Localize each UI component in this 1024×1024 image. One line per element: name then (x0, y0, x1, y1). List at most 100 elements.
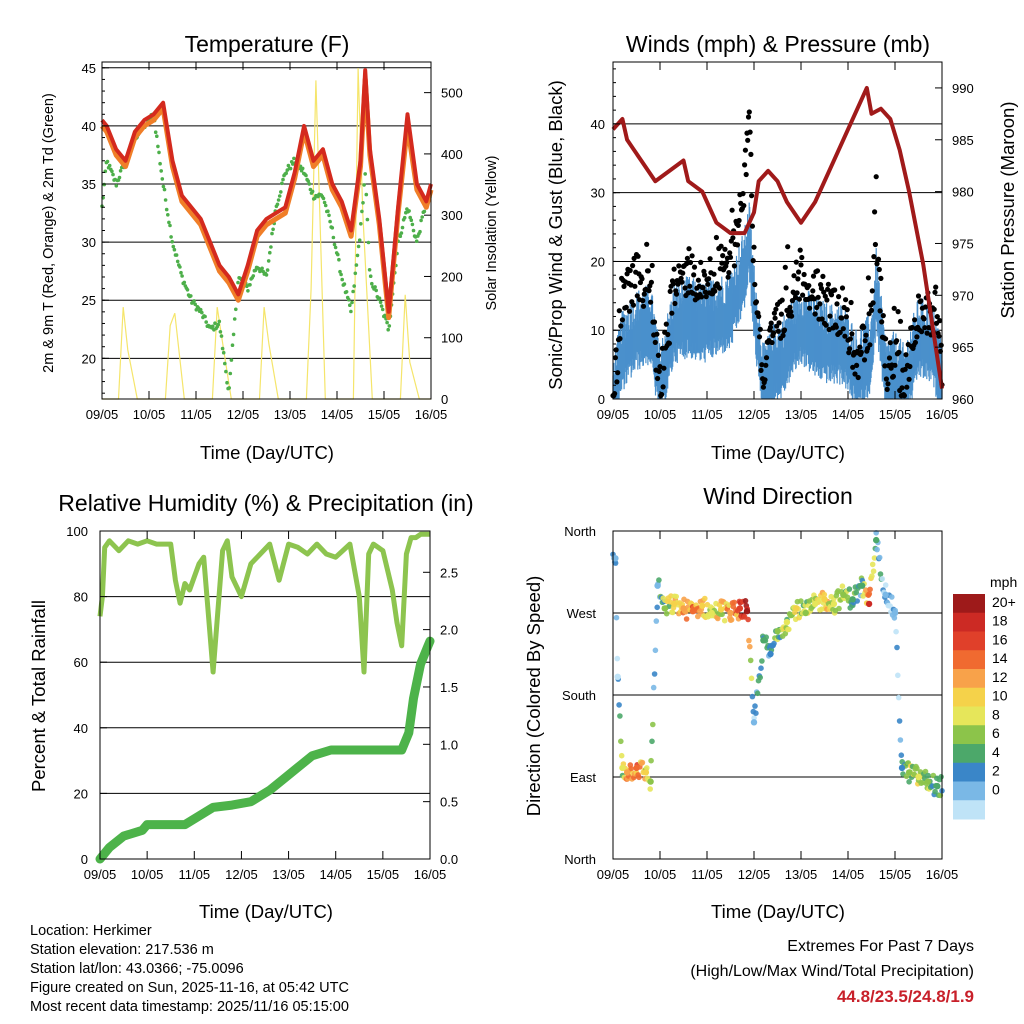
direction-point (647, 786, 653, 792)
dewpoint-point (217, 319, 222, 324)
gust-point (716, 285, 723, 291)
gust-point (815, 294, 821, 300)
gust-point (858, 349, 864, 355)
x-tick-label: 09/05 (597, 867, 630, 882)
dewpoint-point (230, 343, 235, 348)
colorbar-swatch (953, 800, 985, 820)
direction-point (858, 582, 866, 589)
dewpoint-point (355, 253, 360, 258)
dewpoint-point (288, 166, 293, 171)
gust-point (921, 316, 927, 322)
gust-point (626, 308, 633, 314)
gust-point (623, 304, 629, 310)
direction-points (610, 530, 945, 799)
gust-point (665, 331, 671, 338)
gust-point (907, 363, 913, 370)
direction-point (731, 599, 737, 606)
gust-point (915, 293, 922, 299)
gust-point (812, 311, 818, 317)
y2-tick-label: 0 (441, 392, 448, 407)
dewpoint-point (323, 203, 328, 208)
dewpoint-point (219, 334, 224, 338)
dewpoint-point (248, 283, 252, 287)
gust-point (627, 267, 633, 274)
direction-point (651, 671, 658, 677)
direction-point (717, 606, 725, 613)
direction-point (648, 757, 654, 764)
direction-point (816, 596, 822, 603)
x-tick-label: 16/05 (926, 867, 959, 882)
gust-point (747, 129, 753, 135)
dewpoint-point (114, 184, 119, 188)
gust-point (727, 254, 734, 260)
gust-point (825, 286, 831, 292)
dewpoint-point (221, 350, 226, 355)
dewpoint-point (327, 213, 331, 218)
direction-point (736, 605, 744, 612)
dewpoint-point (365, 217, 370, 222)
dewpoint-point (204, 320, 208, 324)
gust-point (887, 340, 893, 346)
gust-point (691, 272, 697, 278)
gust-point (762, 377, 768, 383)
gust-point (655, 375, 661, 382)
direction-point (889, 594, 895, 600)
dewpoint-point (310, 189, 315, 194)
dewpoint-point (328, 219, 332, 224)
gust-point (781, 327, 788, 333)
gust-point (932, 289, 938, 295)
direction-point (715, 615, 721, 622)
gust-point (648, 279, 655, 285)
x-tick-label: 10/05 (133, 407, 166, 422)
gust-point (756, 313, 762, 319)
gust-point (839, 285, 846, 291)
dewpoint-point (164, 207, 169, 212)
gust-point (880, 313, 886, 319)
gust-point (825, 281, 832, 287)
y-tick-label: 100 (66, 524, 88, 539)
gust-point (752, 281, 758, 288)
dewpoint-point (304, 173, 308, 178)
gust-point (882, 363, 888, 369)
gust-point (828, 292, 835, 298)
x-tick-label: 15/05 (879, 867, 912, 882)
gust-point (890, 373, 897, 379)
gust-point (847, 346, 853, 352)
gust-point (796, 296, 803, 302)
humidity-line (97, 531, 430, 675)
x-tick-label: 15/05 (367, 867, 400, 882)
gust-point (810, 273, 817, 279)
gust-point (827, 313, 833, 319)
dewpoint-point (271, 227, 275, 232)
x-tick-label: 11/05 (691, 867, 723, 882)
dewpoint-point (367, 268, 372, 272)
y2-tick-label: 985 (952, 133, 974, 148)
gust-point (775, 328, 781, 334)
gust-point (918, 298, 924, 304)
gust-point (903, 352, 909, 358)
gust-point (914, 334, 920, 340)
gust-point (676, 263, 682, 269)
gust-point (919, 329, 925, 335)
gust-point (635, 253, 641, 259)
x-tick-label: 12/05 (738, 867, 771, 882)
direction-point (616, 702, 622, 708)
direction-point (876, 554, 883, 561)
extremes-values: 44.8/23.5/24.8/1.9 (836, 987, 974, 1006)
dewpoint-point (166, 213, 170, 217)
gust-point (785, 244, 791, 250)
gust-point (876, 266, 882, 273)
direction-x-label: Time (Day/UTC) (711, 901, 845, 922)
x-tick-label: 12/05 (738, 407, 771, 422)
y-tick-label: 25 (82, 293, 96, 308)
gust-point (799, 254, 805, 261)
direction-point (783, 618, 791, 626)
gust-point (820, 273, 826, 279)
humidity-x-label: Time (Day/UTC) (199, 901, 333, 922)
gust-point (673, 291, 680, 297)
gust-point (702, 289, 709, 295)
direction-point (633, 764, 640, 772)
dewpoint-point (279, 190, 283, 194)
gust-point (789, 313, 795, 319)
dewpoint-point (349, 309, 353, 314)
